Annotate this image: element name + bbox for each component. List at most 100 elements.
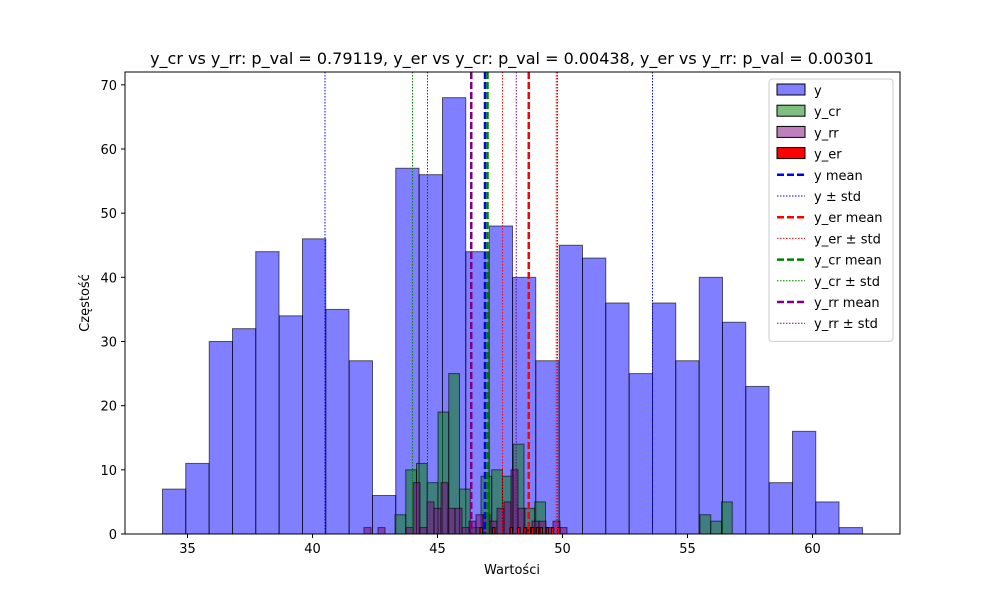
legend-item-8: y_cr mean (777, 254, 882, 269)
bar-y_er-3 (517, 527, 521, 535)
legend-label-8: y_cr mean (814, 254, 882, 269)
y-tick-label-0: 0 (109, 528, 117, 543)
legend-item-2: y_rr (776, 125, 839, 141)
y-tick-label-5: 50 (100, 207, 117, 222)
bar-y_er-9 (545, 527, 550, 535)
bar-y_rr-2 (405, 527, 414, 535)
bar-y_cr-15 (699, 514, 712, 535)
legend-swatch-1 (776, 104, 806, 117)
histogram-y (162, 97, 863, 535)
bar-y-1 (185, 462, 210, 535)
bar-y_cr-17 (721, 501, 733, 535)
legend-label-0: y (814, 84, 822, 99)
legend-swatch-0 (776, 83, 806, 96)
y-axis-label: Częstość (78, 274, 93, 332)
bar-y_rr-15 (496, 507, 505, 535)
bar-y_rr-10 (461, 527, 470, 535)
bar-y-2 (208, 341, 233, 535)
legend-swatch-3 (776, 147, 806, 160)
bar-y-19 (605, 302, 630, 535)
bars-layer (162, 97, 863, 535)
bar-y-0 (162, 488, 187, 535)
bar-y_rr-24 (559, 527, 568, 535)
legend-item-0: y (776, 83, 822, 99)
legend-label-5: y ± std (814, 190, 861, 205)
bar-y-27 (792, 430, 817, 535)
bar-y-7 (325, 308, 350, 535)
bar-y_er-0 (479, 527, 483, 535)
bar-y-21 (652, 302, 677, 535)
y-tick-label-4: 40 (100, 271, 117, 286)
y-tick-label-2: 20 (100, 400, 117, 415)
bar-y-23 (698, 276, 723, 535)
bar-y_rr-6 (433, 507, 442, 535)
bar-y_rr-7 (440, 482, 449, 535)
bar-y_er-8 (539, 527, 543, 535)
legend-label-1: y_cr (814, 105, 841, 120)
y-tick-label-7: 70 (100, 79, 117, 94)
bar-y_er-7 (535, 527, 540, 535)
legend-swatch-2 (776, 125, 806, 138)
legend-label-10: y_rr mean (814, 296, 880, 311)
bar-y_rr-1 (377, 527, 386, 535)
bar-y-3 (232, 328, 257, 535)
y-tick-label-3: 30 (100, 336, 117, 351)
bar-y-26 (768, 482, 793, 535)
bar-y-22 (675, 360, 700, 535)
plot-frame (124, 71, 901, 535)
bar-y_er-2 (509, 527, 513, 535)
bar-y_er-6 (530, 527, 535, 535)
legend-item-6: y_er mean (777, 211, 883, 226)
bar-y_er-1 (492, 527, 496, 535)
legend-label-3: y_er (814, 148, 842, 163)
y-axis-ticks: 0 10 20 30 40 50 60 70 (100, 79, 125, 543)
bar-y_rr-3 (412, 482, 421, 535)
bar-y-29 (838, 527, 863, 535)
bar-y_cr-0 (394, 514, 407, 535)
legend-item-7: y_er ± std (777, 232, 881, 247)
legend-item-1: y_cr (776, 104, 841, 120)
x-tick-label-5: 60 (804, 542, 821, 557)
bar-y-6 (302, 238, 327, 535)
legend-item-4: y mean (777, 169, 863, 184)
bar-y-18 (582, 257, 607, 535)
x-tick-label-3: 50 (554, 542, 571, 557)
x-tick-label-2: 45 (429, 542, 446, 557)
bar-y_er-4 (523, 527, 527, 535)
bar-y_er-10 (550, 527, 555, 535)
x-axis-label: Wartości (484, 563, 540, 578)
x-tick-label-4: 55 (679, 542, 696, 557)
legend: y y_cr y_rr y_ery mean y ± std y_er mean y_er … (768, 78, 894, 342)
legend-label-6: y_er mean (814, 211, 883, 226)
x-axis-ticks: 35 40 45 50 55 60 (179, 534, 821, 557)
legend-item-9: y_cr ± std (777, 275, 880, 290)
chart-title: y_cr vs y_rr: p_val = 0.79119, y_er vs y… (150, 49, 874, 69)
bar-y_rr-5 (426, 501, 435, 535)
bar-y_rr-4 (419, 527, 428, 535)
y-tick-label-6: 60 (100, 143, 117, 158)
reference-lines-layer (324, 72, 653, 534)
bar-y-5 (278, 315, 303, 535)
bar-y-4 (255, 251, 280, 535)
legend-label-2: y_rr (814, 126, 839, 141)
bar-y-17 (558, 244, 583, 535)
bar-y-20 (628, 373, 653, 535)
bar-y_rr-0 (363, 527, 372, 535)
x-tick-label-1: 40 (304, 542, 321, 557)
bar-y-25 (745, 385, 770, 535)
x-tick-label-0: 35 (179, 542, 196, 557)
histogram-y_er (479, 527, 561, 535)
bar-y-28 (815, 501, 840, 535)
bar-y_rr-8 (447, 507, 456, 535)
legend-box (768, 78, 894, 342)
bar-y-8 (348, 360, 373, 535)
legend-label-9: y_cr ± std (814, 275, 880, 290)
y-tick-label-1: 10 (100, 464, 117, 479)
legend-label-7: y_er ± std (814, 232, 881, 247)
legend-item-11: y_rr ± std (777, 317, 878, 332)
legend-item-3: y_er (776, 147, 842, 163)
bar-y_rr-17 (510, 469, 519, 535)
bar-y_rr-9 (454, 507, 463, 535)
bar-y_cr-16 (710, 520, 722, 535)
